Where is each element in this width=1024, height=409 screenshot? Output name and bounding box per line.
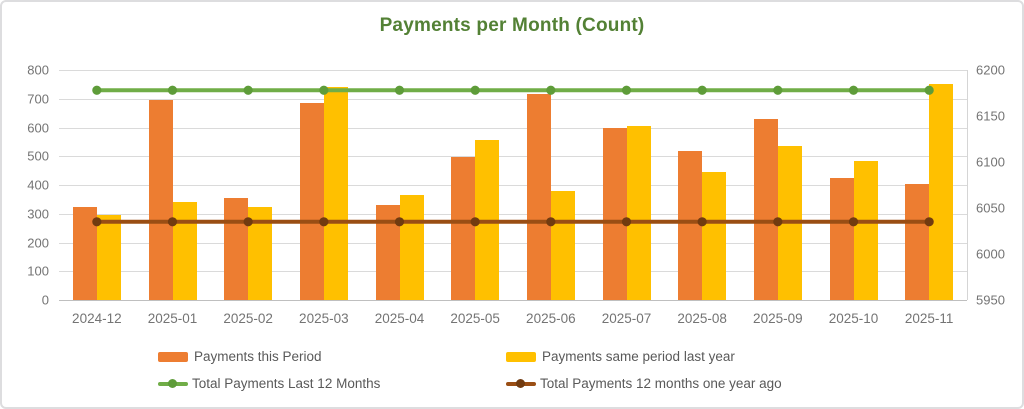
legend-line-swatch-icon	[158, 379, 188, 389]
x-axis-label: 2025-10	[828, 311, 879, 326]
right-axis-tick: 5950	[976, 292, 1005, 308]
plot-area	[59, 70, 967, 301]
legend-item-total-payments-12-months-one-year-ago: Total Payments 12 months one year ago	[506, 376, 866, 391]
payments-same-period-last-year-bar	[323, 87, 348, 300]
left-axis-tick: 800	[27, 62, 49, 78]
gridline	[59, 213, 967, 215]
gridline	[59, 98, 967, 100]
payments-same-period-last-year-bar	[929, 84, 954, 300]
payments-same-period-last-year-bar	[172, 202, 197, 300]
gridline	[59, 70, 967, 71]
x-axis-label: 2025-09	[753, 311, 803, 326]
left-axis-tick: 300	[27, 206, 49, 222]
x-axis-label: 2025-05	[450, 311, 500, 326]
chart-title: Payments per Month (Count)	[379, 15, 645, 36]
legend-label: Total Payments 12 months one year ago	[540, 376, 782, 391]
payments-this-period-bar	[224, 197, 249, 300]
right-axis-tick: 6050	[976, 200, 1005, 216]
gridline	[59, 156, 967, 158]
right-axis-tick: 6200	[976, 62, 1005, 78]
gridline	[59, 127, 967, 129]
legend-item-payments-this-period: Payments this Period	[158, 349, 506, 364]
x-axis-label: 2025-03	[299, 311, 349, 326]
gridline	[59, 185, 967, 186]
payments-same-period-last-year-bar	[475, 140, 500, 300]
payments-this-period-bar	[526, 94, 551, 300]
payments-same-period-last-year-bar	[399, 195, 424, 300]
x-axis-label: 2025-02	[223, 311, 273, 326]
x-axis-label: 2025-07	[601, 311, 652, 326]
payments-same-period-last-year-bar	[853, 161, 878, 300]
payments-same-period-last-year-bar	[626, 126, 651, 300]
left-axis-tick: 700	[27, 91, 49, 107]
payments-same-period-last-year-bar	[248, 206, 273, 300]
right-axis-tick: 6100	[976, 154, 1005, 170]
x-axis-label: 2025-06	[526, 311, 576, 326]
payments-same-period-last-year-bar	[96, 215, 121, 300]
legend-label: Payments this Period	[194, 349, 322, 364]
left-axis-tick: 200	[27, 235, 49, 250]
legend-label: Total Payments Last 12 Months	[192, 376, 381, 391]
right-axis-line	[967, 70, 968, 300]
legend-row: Payments this Period Payments same period…	[2, 343, 1022, 370]
payments-same-period-last-year-bar	[702, 172, 727, 300]
gridline	[59, 271, 967, 273]
payments-this-period-bar	[299, 103, 324, 300]
payments-same-period-last-year-bar	[777, 145, 802, 300]
x-axis-label: 2025-08	[677, 311, 727, 326]
right-axis-tick: 6000	[976, 246, 1005, 262]
payments-this-period-bar	[753, 119, 778, 300]
legend: Payments this Period Payments same period…	[2, 343, 1022, 397]
legend-label: Payments same period last year	[542, 349, 735, 364]
right-axis-tick: 6150	[976, 108, 1005, 124]
left-axis-tick: 600	[27, 120, 49, 135]
x-axis-label: 2025-04	[374, 311, 425, 326]
legend-bar-swatch-icon	[158, 351, 188, 362]
left-axis-tick: 500	[27, 148, 49, 164]
legend-item-total-payments-last-12-months: Total Payments Last 12 Months	[158, 376, 506, 391]
left-axis-tick: 400	[27, 177, 49, 193]
payments-this-period-bar	[148, 100, 173, 300]
legend-line-swatch-icon	[506, 379, 536, 389]
x-axis-label: 2025-01	[147, 311, 198, 326]
payments-this-period-bar	[905, 183, 930, 300]
legend-row: Total Payments Last 12 Months Total Payme…	[2, 370, 1022, 397]
legend-item-payments-same-period-last-year: Payments same period last year	[506, 349, 866, 364]
left-axis-tick: 100	[27, 263, 49, 279]
payments-same-period-last-year-bar	[550, 190, 575, 300]
left-axis-tick: 0	[41, 292, 49, 308]
gridline	[59, 300, 967, 301]
payments-this-period-bar	[451, 157, 476, 300]
payments-this-period-bar	[829, 177, 854, 300]
payments-this-period-bar	[678, 151, 703, 300]
legend-bar-swatch-icon	[506, 351, 536, 362]
payments-this-period-bar	[602, 127, 627, 300]
x-axis-label: 2024-12	[72, 311, 122, 326]
payments-this-period-bar	[375, 205, 400, 300]
gridline	[59, 242, 967, 244]
x-axis-label: 2025-11	[904, 311, 954, 326]
payments-this-period-bar	[72, 206, 97, 300]
